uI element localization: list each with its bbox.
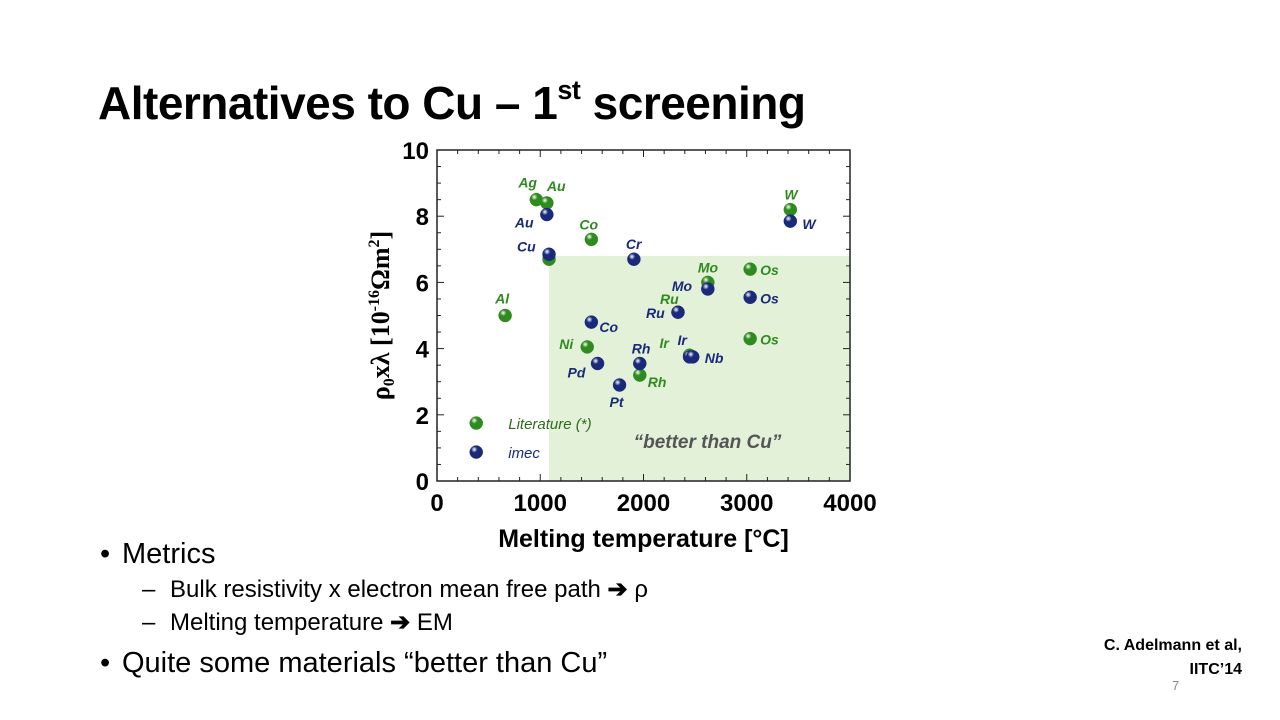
legend-label: Literature (*)	[508, 416, 591, 433]
data-point-ru	[671, 305, 685, 319]
x-tick-label: 4000	[823, 490, 876, 517]
scatter-chart: “better than Cu” 0 1000 2000 3000 4000 0 2 4 6 8 10…	[366, 140, 877, 553]
title-main: Alternatives to Cu – 1	[98, 77, 558, 129]
citation: C. Adelmann et al, IITC’14	[1103, 637, 1242, 678]
data-point-w	[783, 214, 798, 228]
point-label-mo: Mo	[672, 278, 693, 294]
data-point-mo	[701, 282, 715, 296]
point-label-au: Au	[546, 178, 566, 194]
y-tick-label: 2	[416, 403, 429, 430]
y-tick-label: 8	[416, 204, 429, 231]
point-label-al: Al	[494, 291, 510, 307]
point-label-mo: Mo	[698, 259, 719, 275]
point-label-ir: Ir	[678, 332, 689, 348]
region-label: “better than Cu”	[634, 432, 782, 453]
data-point-os	[743, 331, 757, 346]
y-tick-label: 0	[416, 469, 429, 496]
point-label-w: W	[784, 187, 799, 203]
arrow-right-icon: ➔	[607, 576, 628, 603]
bullet-metrics: • Metrics	[100, 538, 216, 570]
data-point-cu	[542, 247, 556, 262]
data-point-cr	[627, 252, 641, 266]
point-label-pt: Pt	[610, 394, 625, 410]
point-label-pd: Pd	[568, 364, 586, 380]
slide-title: Alternatives to Cu – 1st screening	[98, 74, 806, 130]
y-axis-label: ρ0xλ [10-16Ωm2]	[366, 231, 398, 400]
y-tick-label: 6	[416, 270, 429, 297]
page-number: 7	[1172, 678, 1180, 693]
point-label-rh: Rh	[648, 374, 667, 390]
legend-marker	[469, 416, 483, 430]
point-label-co: Co	[579, 216, 598, 232]
point-label-ir: Ir	[660, 335, 671, 351]
x-tick-label: 0	[430, 490, 443, 517]
point-label-os: Os	[760, 262, 779, 278]
sub-bullet-melting: – Melting temperature ➔ EM	[142, 609, 453, 636]
point-label-co: Co	[599, 319, 618, 335]
sub-bullet-resistivity: – Bulk resistivity x electron mean free p…	[142, 576, 648, 603]
legend-label: imec	[508, 445, 540, 462]
bullet-better-than-cu: • Quite some materials “better than Cu”	[100, 647, 608, 679]
point-label-w: W	[802, 216, 817, 232]
legend-marker	[469, 445, 483, 459]
data-point-os	[743, 262, 757, 276]
x-tick-label: 3000	[720, 490, 773, 517]
data-point-ni	[580, 340, 594, 354]
data-point-al	[498, 308, 512, 323]
title-rest: screening	[580, 77, 806, 129]
bullet-list: • Metrics – Bulk resistivity x electron me…	[100, 538, 648, 680]
y-tick-label: 10	[402, 140, 429, 165]
title-superscript: st	[557, 74, 581, 105]
point-label-nb: Nb	[705, 350, 724, 366]
data-point-rh	[633, 356, 647, 371]
point-label-ni: Ni	[559, 336, 574, 352]
data-point-nb	[686, 350, 700, 364]
data-point-w	[783, 202, 798, 217]
point-label-ag: Ag	[517, 175, 537, 191]
x-axis-label: Melting temperature [°C]	[498, 525, 789, 553]
data-point-au	[540, 196, 554, 210]
point-label-cr: Cr	[626, 236, 643, 252]
point-label-rh: Rh	[632, 340, 651, 356]
data-point-pt	[612, 378, 627, 392]
data-point-au	[540, 207, 554, 222]
x-tick-label: 2000	[617, 490, 670, 517]
data-point-co	[584, 315, 599, 329]
y-tick-label: 4	[416, 337, 430, 364]
x-tick-label: 1000	[514, 490, 567, 517]
arrow-right-icon: ➔	[390, 609, 411, 636]
data-point-rh	[633, 368, 647, 382]
data-point-os	[743, 290, 757, 305]
data-point-co	[584, 232, 599, 247]
point-label-ru: Ru	[660, 291, 679, 307]
data-point-pd	[590, 356, 605, 371]
point-label-ru: Ru	[646, 305, 665, 321]
point-label-os: Os	[760, 290, 779, 306]
point-label-cu: Cu	[517, 238, 536, 254]
point-label-au: Au	[514, 215, 534, 231]
point-label-os: Os	[760, 332, 779, 348]
